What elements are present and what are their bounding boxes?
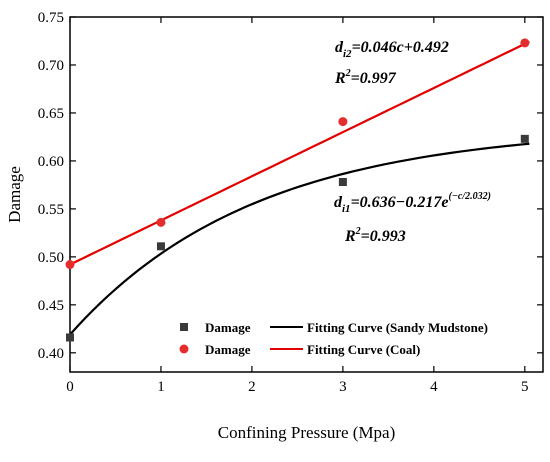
data-point-coal bbox=[65, 260, 75, 270]
y-tick-label: 0.50 bbox=[38, 250, 64, 266]
x-axis-title: Confining Pressure (Mpa) bbox=[218, 423, 396, 442]
data-point-coal bbox=[520, 38, 530, 48]
annotation-mudstone-fit: di1=0.636−0.217e(−c/2.032) R2=0.993 bbox=[334, 191, 491, 245]
x-tick-label: 1 bbox=[157, 379, 165, 395]
y-tick-label: 0.55 bbox=[38, 202, 64, 218]
annotation-coal-fit: di2=0.046c+0.492 R2=0.997 bbox=[334, 39, 449, 87]
axes: 0 1 2 3 4 5 0.40 0.45 0.50 0.55 0.60 0.65 0.70 0.75 Co… bbox=[5, 10, 544, 442]
fit-curve-coal bbox=[69, 40, 530, 266]
legend-marker-coal bbox=[179, 344, 189, 354]
legend-label-fit-mudstone: Fitting Curve (Sandy Mudstone) bbox=[307, 320, 488, 335]
annotation-coal-r2: R2=0.997 bbox=[334, 68, 397, 87]
x-tick-label: 0 bbox=[66, 379, 74, 395]
y-tick-label: 0.75 bbox=[38, 10, 64, 26]
y-tick-label: 0.45 bbox=[38, 298, 64, 314]
legend-label-fit-coal: Fitting Curve (Coal) bbox=[307, 342, 420, 357]
y-tick-label: 0.70 bbox=[38, 58, 64, 74]
data-point-mudstone bbox=[520, 134, 529, 143]
x-tick-label: 4 bbox=[430, 379, 438, 395]
fit-curve-mudstone bbox=[69, 142, 530, 336]
data-point-mudstone bbox=[66, 333, 74, 342]
x-tick-label: 5 bbox=[521, 379, 529, 395]
plot-frame bbox=[69, 16, 544, 373]
legend: Damage Fitting Curve (Sandy Mudstone) Da… bbox=[179, 320, 488, 357]
data-point-coal bbox=[156, 217, 166, 227]
y-tick-label: 0.60 bbox=[38, 154, 64, 170]
data-point-mudstone bbox=[338, 178, 347, 187]
chart-marks bbox=[65, 38, 530, 342]
y-tick-label: 0.65 bbox=[38, 106, 64, 122]
x-tick-label: 3 bbox=[339, 379, 347, 395]
x-tick-label: 2 bbox=[248, 379, 256, 395]
data-point-mudstone bbox=[156, 242, 165, 251]
annotation-mudstone-r2: R2=0.993 bbox=[344, 226, 406, 245]
data-point-coal bbox=[338, 117, 348, 127]
y-axis-title: Damage bbox=[5, 166, 24, 223]
annotation-coal-equation: di2=0.046c+0.492 bbox=[335, 39, 449, 60]
legend-marker-mudstone bbox=[180, 323, 188, 331]
legend-label-damage-coal: Damage bbox=[205, 342, 251, 357]
y-tick-label: 0.40 bbox=[38, 346, 64, 362]
annotation-mudstone-equation: di1=0.636−0.217e(−c/2.032) bbox=[334, 191, 491, 215]
legend-label-damage-mudstone: Damage bbox=[205, 320, 251, 335]
